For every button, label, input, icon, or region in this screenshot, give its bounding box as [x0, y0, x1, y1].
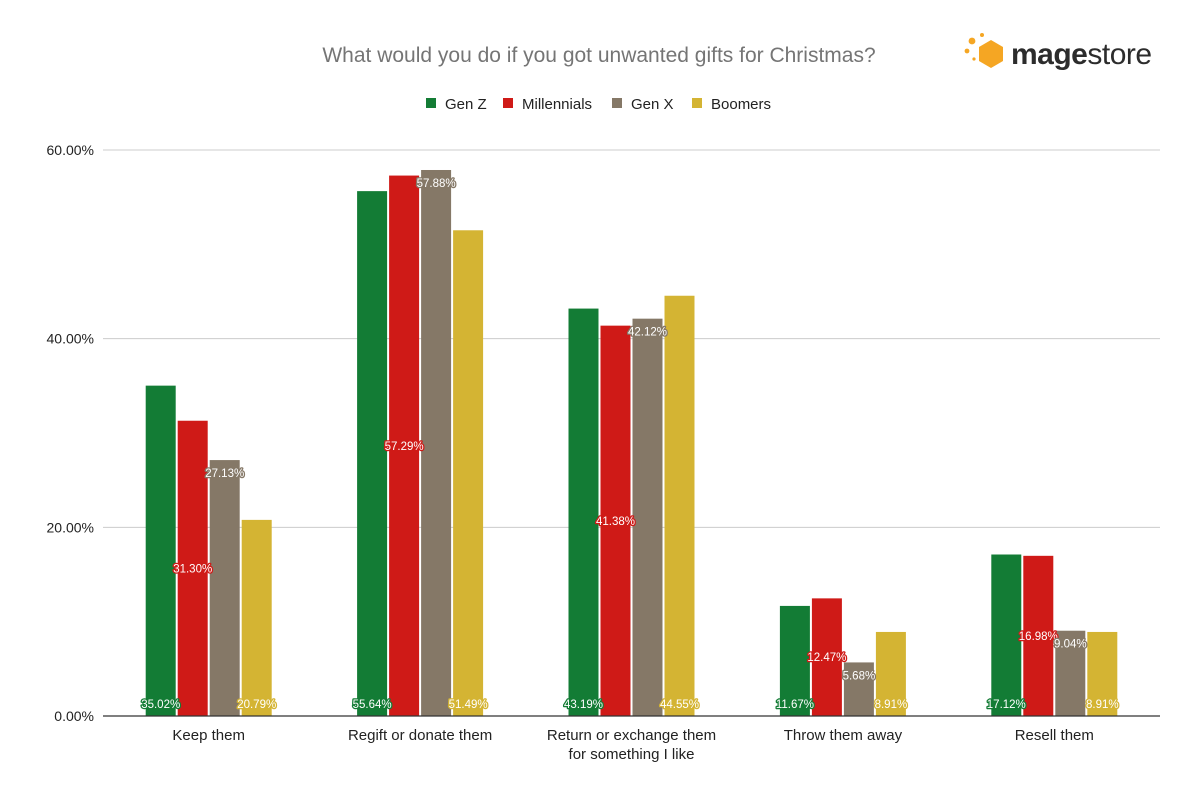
x-tick-label: for something I like	[569, 746, 695, 763]
logo-wordmark: magestore	[1011, 38, 1152, 71]
logo-prefix: mage	[1011, 38, 1087, 71]
data-label: 42.12%	[628, 327, 667, 339]
legend-swatch	[692, 98, 702, 108]
legend-label: Gen Z	[445, 96, 487, 113]
bar	[209, 460, 240, 716]
data-label: 12.47%	[807, 652, 846, 664]
x-axis: Keep them Regift or donate them Return or …	[103, 715, 1160, 763]
y-tick-label: 20.00%	[47, 519, 94, 535]
data-labels: 35.02% 31.30% 27.13% 20.79% 55.64% 57.29% 57.8…	[140, 177, 1120, 713]
bar	[843, 662, 874, 716]
data-label: 35.02%	[141, 699, 180, 711]
x-tick-label: Return or exchange them	[547, 727, 716, 744]
data-label: 57.29%	[385, 441, 424, 453]
y-tick-label: 0.00%	[54, 708, 94, 724]
data-label: 57.88%	[417, 178, 456, 190]
bar	[991, 554, 1022, 716]
hexagon-logo-icon	[964, 33, 1003, 68]
bar	[145, 385, 176, 716]
bar	[241, 519, 272, 716]
legend: Gen Z Millennials Gen X Boomers	[426, 96, 771, 113]
data-label: 41.38%	[596, 516, 635, 528]
logo: magestore	[964, 33, 1152, 71]
x-tick-label: Throw them away	[784, 727, 903, 744]
bar	[1023, 555, 1054, 716]
bar	[632, 318, 663, 716]
bar	[1055, 630, 1086, 716]
data-label: 55.64%	[353, 699, 392, 711]
data-label: 5.68%	[843, 670, 876, 682]
y-axis: 0.00% 20.00% 40.00% 60.00%	[47, 142, 94, 724]
x-tick-label: Keep them	[172, 727, 245, 744]
data-label: 43.19%	[564, 699, 603, 711]
bar	[811, 598, 842, 716]
legend-swatch	[503, 98, 513, 108]
data-label: 44.55%	[660, 699, 699, 711]
bar	[177, 420, 208, 716]
bar	[664, 295, 695, 716]
legend-label: Gen X	[631, 96, 674, 113]
data-label: 27.13%	[205, 468, 244, 480]
data-label: 8.91%	[875, 699, 908, 711]
bar	[875, 631, 906, 716]
x-tick-label: Regift or donate them	[348, 727, 492, 744]
y-tick-label: 40.00%	[47, 331, 94, 347]
bars	[145, 169, 1118, 717]
data-label: 20.79%	[237, 699, 276, 711]
bar	[389, 175, 420, 716]
y-tick-label: 60.00%	[47, 142, 94, 158]
data-label: 16.98%	[1019, 631, 1058, 643]
legend-label: Millennials	[522, 96, 592, 113]
bar	[1087, 631, 1118, 716]
data-label: 31.30%	[173, 563, 212, 575]
bar	[421, 169, 452, 717]
bar	[357, 191, 388, 716]
legend-swatch	[426, 98, 436, 108]
bar	[568, 308, 599, 716]
gridlines	[103, 149, 1160, 528]
legend-label: Boomers	[711, 96, 771, 113]
x-tick-label: Resell them	[1015, 727, 1094, 744]
chart-title: What would you do if you got unwanted gi…	[322, 44, 875, 67]
data-label: 51.49%	[449, 699, 488, 711]
data-label: 9.04%	[1054, 639, 1087, 651]
bar	[779, 605, 810, 716]
bar	[453, 230, 484, 717]
bar	[600, 325, 631, 716]
data-label: 17.12%	[987, 699, 1026, 711]
data-label: 8.91%	[1086, 699, 1119, 711]
legend-swatch	[612, 98, 622, 108]
data-label: 11.67%	[776, 699, 814, 711]
logo-suffix: store	[1087, 38, 1151, 71]
